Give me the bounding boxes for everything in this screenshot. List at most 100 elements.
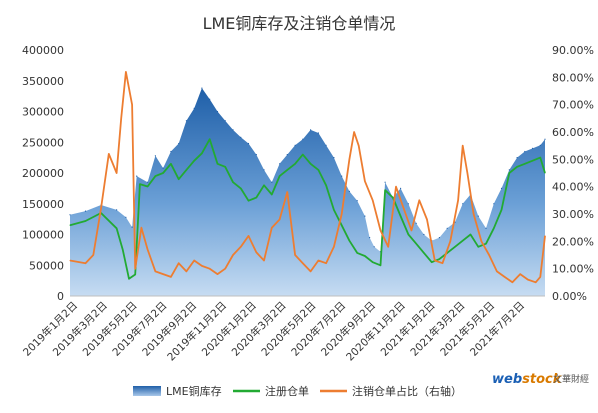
registered-point bbox=[263, 184, 265, 186]
inventory-point bbox=[247, 142, 250, 145]
inventory-point bbox=[209, 98, 211, 100]
plot-area bbox=[69, 71, 546, 296]
registered-point bbox=[271, 194, 273, 195]
inventory-point bbox=[493, 203, 495, 205]
ratio-point bbox=[170, 276, 172, 278]
registered-point bbox=[286, 169, 288, 171]
registered-point bbox=[185, 169, 187, 171]
ratio-point bbox=[496, 270, 498, 272]
ratio-point bbox=[527, 279, 529, 281]
ratio-point bbox=[248, 235, 249, 237]
registered-point bbox=[128, 278, 130, 280]
ratio-point bbox=[147, 249, 149, 250]
inventory-point bbox=[279, 163, 281, 165]
registered-point bbox=[423, 252, 425, 254]
y-right-tick-label: 80.00% bbox=[552, 71, 594, 84]
inventory-point bbox=[438, 237, 440, 239]
registered-point bbox=[508, 172, 510, 174]
y-right-tick-label: 40.00% bbox=[552, 181, 594, 194]
inventory-point bbox=[423, 233, 425, 236]
registered-point bbox=[325, 184, 327, 186]
ratio-point bbox=[418, 199, 420, 201]
ratio-point bbox=[473, 213, 475, 215]
ratio-point bbox=[480, 240, 482, 242]
inventory-point bbox=[255, 154, 257, 156]
ratio-point bbox=[333, 246, 335, 248]
ratio-point bbox=[488, 254, 490, 256]
ratio-point bbox=[217, 273, 218, 275]
registered-point bbox=[532, 160, 534, 162]
inventory-point bbox=[446, 227, 448, 229]
ratio-point bbox=[286, 191, 288, 193]
registered-point bbox=[477, 246, 479, 248]
ratio-point bbox=[162, 273, 164, 275]
y-right-tick-label: 50.00% bbox=[552, 153, 594, 166]
inventory-point bbox=[369, 237, 371, 239]
legend-label-registered: 注册仓单 bbox=[265, 384, 309, 398]
y-right-tick-label: 10.00% bbox=[552, 263, 594, 276]
registered-point bbox=[279, 175, 281, 177]
y-left-tick-label: 0 bbox=[57, 290, 64, 303]
ratio-point bbox=[178, 262, 180, 264]
y-left-tick-label: 300000 bbox=[22, 106, 64, 119]
inventory-point bbox=[201, 87, 203, 89]
y-right-tick-label: 90.00% bbox=[552, 44, 594, 57]
ratio-point bbox=[449, 240, 451, 242]
ratio-point bbox=[131, 104, 133, 106]
ratio-point bbox=[466, 172, 468, 174]
registered-point bbox=[85, 220, 86, 222]
ratio-point bbox=[302, 262, 304, 264]
registered-point bbox=[462, 240, 464, 242]
inventory-point bbox=[310, 129, 312, 131]
series-cancelled-ratio-line bbox=[69, 71, 546, 284]
y-right-tick-label: 30.00% bbox=[552, 208, 594, 221]
registered-point bbox=[516, 166, 518, 168]
registered-point bbox=[154, 175, 156, 177]
ratio-point bbox=[134, 268, 136, 270]
inventory-point bbox=[407, 203, 409, 205]
registered-point bbox=[544, 172, 546, 174]
registered-point bbox=[364, 255, 366, 257]
inventory-point bbox=[348, 190, 350, 192]
inventory-point bbox=[154, 155, 156, 157]
ratio-point bbox=[364, 180, 366, 182]
inventory-point bbox=[508, 169, 510, 171]
ratio-point bbox=[457, 199, 459, 201]
inventory-point bbox=[477, 215, 479, 217]
inventory-point bbox=[170, 150, 172, 153]
y-right-tick-label: 20.00% bbox=[552, 235, 594, 248]
registered-point bbox=[302, 154, 304, 156]
legend-label-cancelled-ratio: 注销仓单占比（右轴） bbox=[352, 384, 462, 398]
registered-point bbox=[372, 261, 374, 263]
ratio-point bbox=[125, 71, 127, 73]
inventory-point bbox=[271, 181, 273, 183]
registered-point bbox=[134, 274, 136, 275]
registered-point bbox=[384, 189, 386, 191]
registered-point bbox=[240, 187, 242, 189]
registered-point bbox=[501, 209, 502, 211]
y-right-tick-label: 0.00% bbox=[552, 290, 587, 303]
inventory-point bbox=[136, 175, 138, 177]
ratio-point bbox=[294, 254, 296, 256]
inventory-point bbox=[341, 175, 343, 177]
ratio-point bbox=[310, 270, 312, 272]
y-right-tick-label: 70.00% bbox=[552, 99, 594, 112]
ratio-point bbox=[395, 186, 397, 188]
inventory-point bbox=[84, 210, 87, 212]
series-area-fill bbox=[70, 88, 545, 296]
inventory-point bbox=[356, 200, 358, 202]
watermark-brand: webstock bbox=[492, 372, 563, 387]
ratio-point bbox=[411, 229, 412, 231]
ratio-point bbox=[544, 235, 546, 237]
inventory-point bbox=[185, 120, 187, 122]
inventory-point bbox=[485, 227, 487, 229]
inventory-point bbox=[232, 129, 234, 131]
y-left-tick-label: 100000 bbox=[22, 229, 64, 242]
registered-point bbox=[438, 258, 440, 260]
y-left-tick-label: 200000 bbox=[22, 167, 64, 180]
series-inventory-area bbox=[69, 87, 546, 296]
ratio-point bbox=[403, 208, 405, 209]
ratio-point bbox=[240, 246, 242, 248]
legend: LME铜库存 注册仓单 注销仓单占比（右轴） bbox=[133, 384, 462, 398]
watermark-logo: webstock 文華財經 bbox=[492, 372, 589, 387]
